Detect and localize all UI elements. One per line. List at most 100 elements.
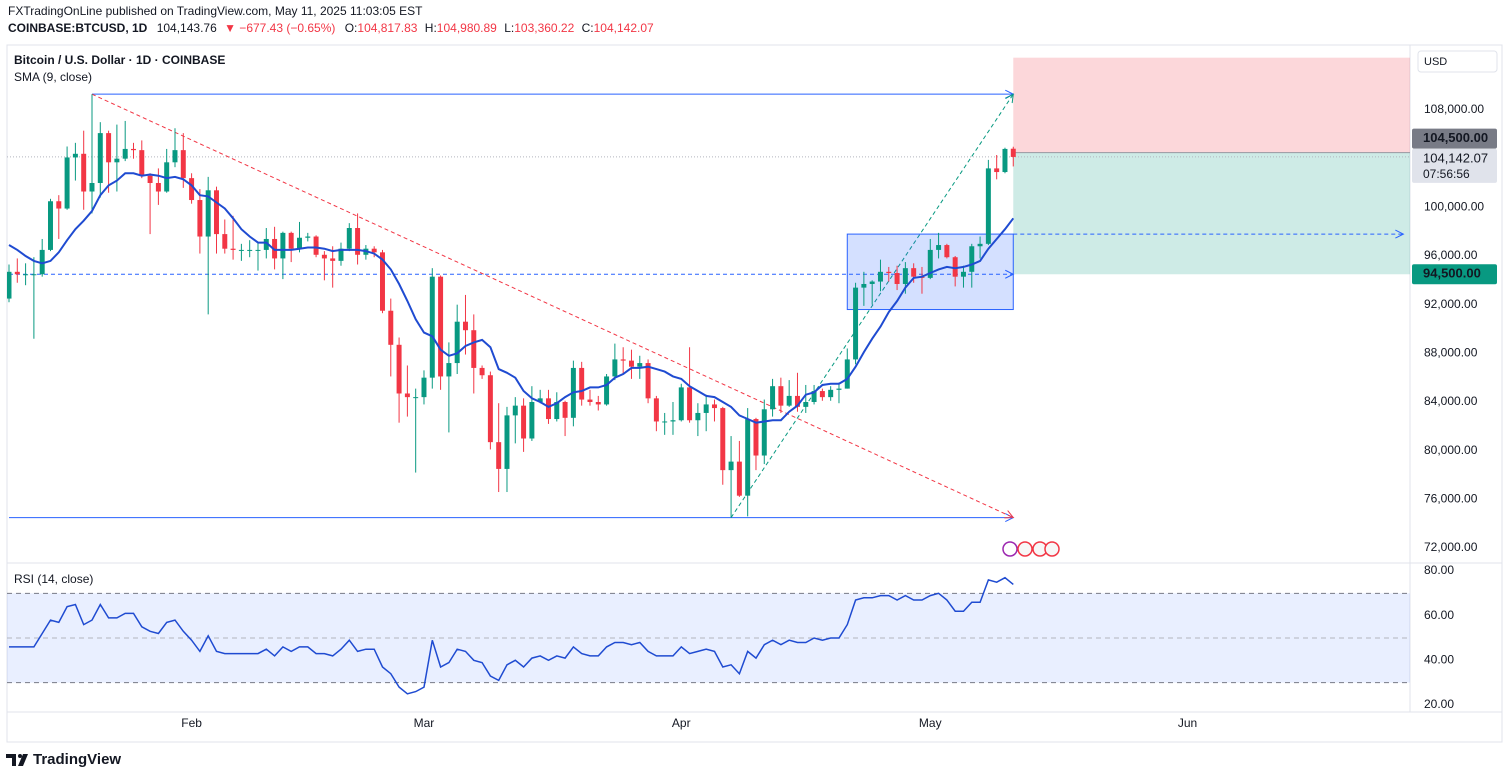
candle-body (612, 359, 618, 377)
x-tick-label: May (919, 716, 942, 730)
rsi-line (9, 576, 1014, 695)
candle-body (147, 175, 153, 183)
legend-entry: SMA (9, close) (14, 70, 92, 84)
ohlc-value: 103,360.22 (514, 21, 574, 35)
candle-body (604, 376, 610, 405)
candle-body (106, 133, 112, 163)
candle-body (960, 271, 966, 277)
candle-body (902, 268, 908, 284)
price-label-box (1412, 148, 1497, 183)
y-tick-label: 100,000.00 (1424, 200, 1484, 214)
logo-mark (6, 754, 28, 766)
y-tick-label: 60.00 (1424, 608, 1454, 622)
candle-body (446, 363, 452, 377)
brand-logo (6, 754, 28, 766)
candle-body (479, 367, 485, 376)
candle-body (164, 162, 170, 192)
chart-frame (6, 44, 1503, 743)
candle-body (31, 274, 37, 276)
candle-body (637, 363, 643, 367)
candle-body (936, 245, 942, 250)
candle-body (977, 243, 983, 247)
candle-body (894, 273, 900, 284)
candle-body (512, 405, 518, 416)
candle-body (205, 190, 211, 237)
candle-body (379, 252, 385, 311)
candle-body (197, 200, 203, 237)
candle-body (869, 281, 875, 284)
candle-body (388, 310, 394, 345)
candle-body (985, 168, 991, 244)
last-price: 104,143.76 (157, 21, 217, 35)
candle-body (14, 271, 20, 275)
x-tick-label: Apr (672, 716, 691, 730)
candle-body (180, 150, 186, 179)
candle-body (620, 359, 626, 361)
candle-body (1010, 148, 1016, 157)
currency-box[interactable] (1417, 50, 1498, 73)
ohlc-label: C: (582, 21, 594, 35)
candle-body (562, 401, 568, 418)
candle-body (537, 398, 543, 402)
candle-body (172, 150, 178, 163)
event-icon[interactable] (1002, 541, 1018, 557)
candle-body (678, 387, 684, 421)
price-label: 104,500.00 (1423, 130, 1488, 145)
candle-body (255, 249, 261, 251)
candle-body (969, 246, 975, 272)
candle-body (471, 330, 477, 368)
candle-body (819, 391, 825, 398)
candle-body (670, 420, 676, 422)
event-icons[interactable] (1002, 541, 1060, 557)
candle-body (487, 375, 493, 443)
price-label: 104,142.07 (1423, 150, 1488, 165)
candle-body (438, 276, 444, 377)
y-tick-label: 72,000.00 (1424, 540, 1478, 554)
candle-body (753, 419, 759, 456)
candle-body (238, 249, 244, 251)
stop-zone (1013, 57, 1410, 153)
candle-body (711, 404, 717, 409)
event-icon[interactable] (1044, 541, 1060, 557)
candle-body (836, 388, 842, 390)
candle-body (355, 228, 361, 255)
candle-body (396, 344, 402, 394)
candle-body (794, 395, 800, 407)
change: ▼ −677.43 (−0.65%) (224, 21, 335, 35)
candle-body (886, 271, 892, 274)
candle-body (247, 249, 253, 251)
currency[interactable]: USD (1424, 56, 1447, 68)
candle-body (628, 360, 634, 367)
candle-body (595, 401, 601, 405)
ohlc-label: L: (504, 21, 514, 35)
candle-body (828, 389, 834, 398)
price-label: 94,500.00 (1423, 266, 1481, 281)
candle-body (454, 321, 460, 364)
y-tick-label: 20.00 (1424, 697, 1454, 711)
candle-body (703, 404, 709, 413)
candle-body (114, 158, 120, 163)
candle-body (139, 150, 145, 176)
chart-title: Bitcoin / U.S. Dollar · 1D · COINBASE (14, 53, 225, 67)
candle-body (130, 148, 136, 151)
candle-body (230, 248, 236, 250)
candle-body (222, 234, 228, 249)
legend-entry: RSI (14, close) (14, 572, 93, 586)
candle-body (421, 377, 427, 398)
axes: 72,000.00 76,000.00 80,000.00 84,000.00 88,0… (181, 102, 1497, 730)
candle-body (952, 257, 958, 277)
ohlc-value: 104,980.89 (437, 21, 497, 35)
candle-body (462, 321, 468, 331)
trend-line (91, 93, 1013, 517)
candle-body (554, 401, 560, 420)
candle-body (321, 254, 327, 259)
candle-body (720, 408, 726, 471)
sma-line (8, 172, 1015, 424)
candle-body (853, 287, 859, 360)
candle-body (122, 148, 128, 159)
candle-body (545, 398, 551, 420)
y-tick-label: 84,000.00 (1424, 394, 1478, 408)
event-icon[interactable] (1017, 541, 1033, 557)
candle-body (653, 398, 659, 422)
